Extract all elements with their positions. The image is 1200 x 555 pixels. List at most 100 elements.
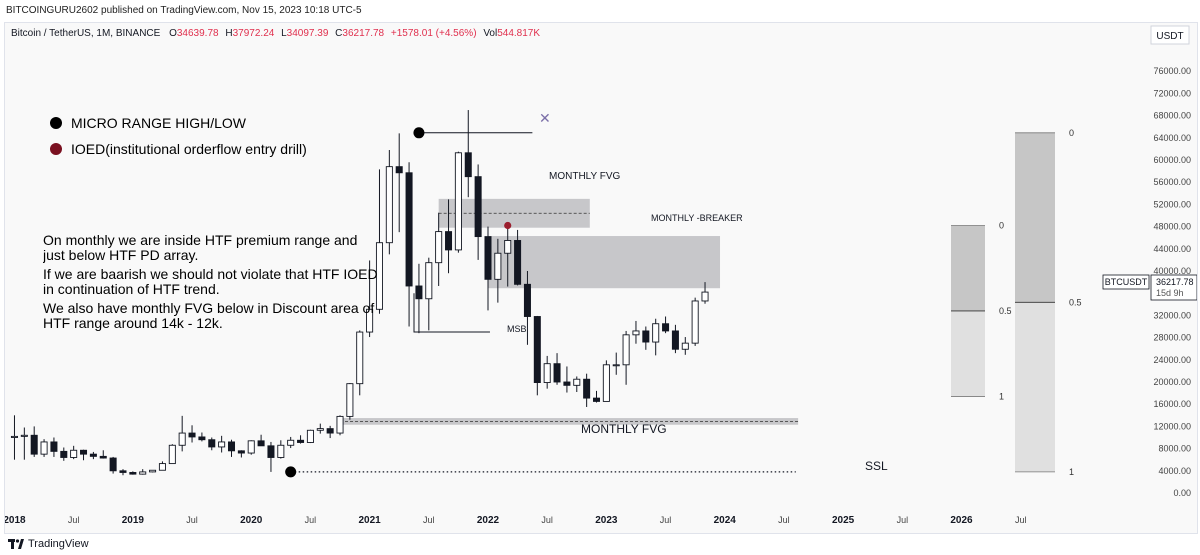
candle[interactable] (405, 162, 413, 327)
candle[interactable] (681, 337, 689, 355)
candle[interactable] (671, 324, 679, 354)
y-tick-label: 20000.00 (1153, 377, 1191, 387)
candle[interactable] (129, 471, 137, 475)
legend-red-dot-icon (50, 143, 62, 155)
candle[interactable] (632, 320, 640, 344)
candle[interactable] (573, 376, 581, 392)
candle[interactable] (277, 440, 285, 459)
candle[interactable] (297, 435, 305, 444)
candle-body (691, 300, 699, 344)
candle[interactable] (563, 366, 571, 393)
notes-block: On monthly we are inside HTF premium ran… (43, 233, 378, 331)
candle[interactable] (178, 415, 186, 452)
candle[interactable] (149, 469, 157, 473)
candle[interactable] (454, 151, 462, 253)
candle[interactable] (70, 445, 78, 460)
candle[interactable] (99, 450, 107, 459)
candle[interactable] (326, 425, 334, 439)
candle[interactable] (198, 432, 206, 442)
candle[interactable] (346, 383, 354, 420)
candle[interactable] (425, 257, 433, 331)
candle[interactable] (553, 353, 561, 385)
candle[interactable] (445, 199, 453, 274)
candle[interactable] (385, 150, 393, 255)
candle[interactable] (109, 456, 117, 474)
candle[interactable] (543, 355, 551, 389)
candle[interactable] (80, 449, 88, 461)
candle[interactable] (612, 352, 620, 375)
candle[interactable] (474, 164, 482, 260)
candle[interactable] (40, 439, 48, 457)
candle[interactable] (622, 330, 630, 385)
candle[interactable] (89, 451, 97, 460)
candle-body (632, 330, 640, 336)
y-tick-label: 32000.00 (1153, 310, 1191, 320)
candle-body (514, 240, 522, 285)
candle[interactable] (366, 260, 374, 338)
tradingview-brand[interactable]: TradingView (8, 538, 89, 550)
candle[interactable] (701, 282, 709, 304)
candle[interactable] (691, 297, 699, 346)
candle[interactable] (30, 426, 38, 457)
candle[interactable] (583, 373, 591, 407)
candle-body (612, 364, 620, 367)
close-x-icon[interactable]: ✕ (539, 110, 551, 126)
legend-red-text: IOED(institutional orderflow entry drill… (71, 141, 307, 157)
candle[interactable] (514, 229, 522, 286)
close-label: C (335, 28, 342, 39)
candle[interactable] (504, 225, 512, 287)
candle[interactable] (10, 415, 18, 460)
candle[interactable] (218, 435, 226, 453)
candle[interactable] (602, 360, 610, 402)
candle[interactable] (227, 439, 236, 457)
candle-body (484, 236, 492, 280)
candle-body (543, 363, 551, 384)
candle[interactable] (119, 469, 127, 476)
candle[interactable] (267, 441, 275, 472)
chart-area[interactable]: Bitcoin / TetherUS, 1M, BINANCE O34639.7… (3, 22, 1198, 534)
candle-body (602, 364, 610, 402)
candle[interactable] (247, 440, 255, 455)
x-axis[interactable]: 2018 Jul 2019 Jul 2020 Jul 2021 Jul 2022 Jul 2023 J… (3, 515, 1026, 526)
candle[interactable] (652, 318, 660, 356)
candle[interactable] (662, 316, 670, 334)
candle[interactable] (533, 315, 541, 396)
y-tick-label: 76000.00 (1153, 66, 1191, 76)
candle[interactable] (20, 427, 28, 460)
candle[interactable] (523, 271, 531, 345)
candle-body (573, 378, 581, 386)
brand-name: TradingView (28, 538, 89, 550)
candle[interactable] (395, 133, 403, 233)
candle[interactable] (464, 110, 472, 198)
candle[interactable] (208, 437, 216, 451)
volume-value: 544.817K (497, 28, 540, 39)
candle[interactable] (592, 390, 601, 403)
candle[interactable] (287, 436, 295, 449)
candle-body (10, 435, 18, 438)
candle-body (119, 470, 127, 473)
candle[interactable] (168, 444, 176, 465)
candle[interactable] (642, 326, 650, 350)
candle[interactable] (494, 238, 502, 303)
currency-box[interactable] (1150, 25, 1190, 45)
candle[interactable] (435, 212, 443, 286)
x-tick-label: 2021 (358, 515, 381, 526)
candle[interactable] (356, 330, 364, 396)
candle[interactable] (336, 415, 344, 436)
candle[interactable] (316, 423, 324, 434)
candle[interactable] (60, 447, 68, 461)
candle[interactable] (375, 169, 383, 314)
candlestick-chart[interactable]: Bitcoin / TetherUS, 1M, BINANCE O34639.7… (3, 23, 1198, 533)
candle[interactable] (306, 429, 314, 444)
candle[interactable] (237, 450, 245, 458)
candle[interactable] (415, 263, 423, 334)
legend-black-dot-icon (50, 117, 62, 129)
candle[interactable] (158, 461, 166, 471)
candle-body (523, 283, 531, 317)
micro-range-high-dot-icon (413, 127, 425, 139)
candle[interactable] (484, 226, 492, 311)
candle[interactable] (257, 434, 265, 447)
candle[interactable] (188, 425, 196, 443)
candle[interactable] (139, 469, 147, 475)
candle[interactable] (50, 437, 58, 457)
